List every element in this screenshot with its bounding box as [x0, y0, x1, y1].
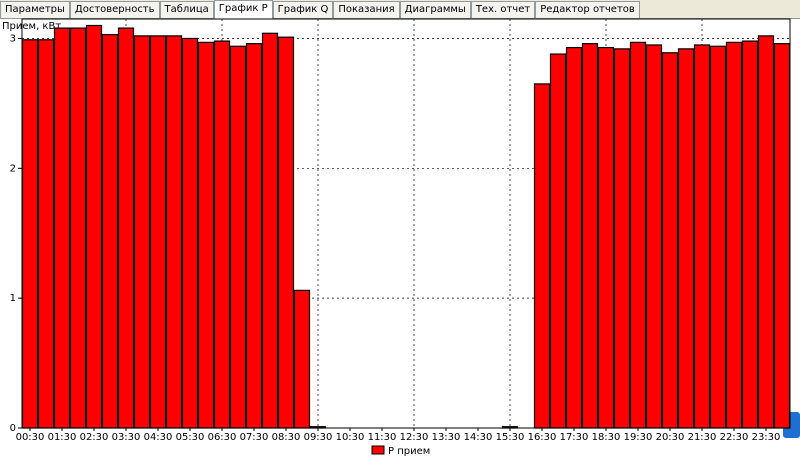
x-tick-label: 10:30 [336, 432, 365, 443]
x-tick-label: 04:30 [144, 432, 173, 443]
bar [581, 43, 599, 429]
plot-frame [21, 18, 791, 429]
x-tick-label: 00:30 [16, 432, 45, 443]
bar [293, 289, 311, 429]
bar [709, 45, 727, 429]
bar [149, 35, 167, 429]
bar [757, 35, 775, 429]
x-tick-label: 13:30 [432, 432, 461, 443]
bar [533, 83, 551, 429]
bar [565, 46, 583, 429]
bar [245, 43, 263, 429]
bar [725, 41, 743, 429]
tab[interactable]: Достоверность [69, 1, 160, 18]
bar [277, 36, 295, 429]
x-tick-label: 12:30 [400, 432, 429, 443]
bar [213, 40, 231, 429]
x-tick-label: 05:30 [176, 432, 205, 443]
tab[interactable]: График Q [272, 1, 334, 18]
x-tick-label: 17:30 [560, 432, 589, 443]
bar [117, 27, 135, 429]
y-axis-label: Прием, кВт [2, 21, 61, 32]
bar [133, 35, 151, 429]
legend-swatch [371, 445, 385, 455]
bar [741, 40, 759, 429]
bar [645, 44, 663, 429]
tab[interactable]: Редактор отчетов [535, 1, 640, 18]
tab[interactable]: Показания [333, 1, 400, 18]
x-tick-label: 02:30 [80, 432, 109, 443]
x-tick-label: 19:30 [624, 432, 653, 443]
x-tick-label: 08:30 [272, 432, 301, 443]
x-tick-label: 22:30 [720, 432, 749, 443]
x-tick-label: 07:30 [240, 432, 269, 443]
x-tick-label: 11:30 [368, 432, 397, 443]
bar [197, 41, 215, 429]
bar [101, 33, 119, 429]
x-tick-label: 09:30 [304, 432, 333, 443]
bar [613, 48, 631, 429]
bar [629, 41, 647, 429]
tab[interactable]: Тех. отчет [470, 1, 536, 18]
x-tick-label: 21:30 [688, 432, 717, 443]
x-tick-label: 20:30 [656, 432, 685, 443]
bar [661, 52, 679, 429]
y-tick-label: 1 [10, 293, 16, 304]
bar [37, 39, 55, 429]
bar [773, 43, 791, 429]
bar [181, 37, 199, 429]
y-tick-label: 3 [10, 33, 16, 44]
tab[interactable]: Диаграммы [399, 1, 471, 18]
x-tick-label: 14:30 [464, 432, 493, 443]
bar [549, 53, 567, 429]
tab-bar: Параметры Достоверность Таблица График P Гра… [0, 0, 800, 19]
legend-label: P прием [388, 446, 430, 457]
tab[interactable]: Параметры [0, 1, 70, 18]
bar [53, 27, 71, 429]
bar [677, 48, 695, 429]
x-tick-label: 01:30 [48, 432, 77, 443]
bar [21, 39, 39, 429]
x-tick-label: 06:30 [208, 432, 237, 443]
tab[interactable]: Таблица [159, 1, 214, 18]
x-tick-label: 18:30 [592, 432, 621, 443]
bar [85, 24, 103, 429]
y-tick-label: 0 [10, 423, 16, 434]
x-tick-label: 03:30 [112, 432, 141, 443]
bar [597, 46, 615, 429]
x-tick-label: 23:30 [752, 432, 781, 443]
bar [229, 45, 247, 429]
x-tick-label: 16:30 [528, 432, 557, 443]
x-tick-label: 15:30 [496, 432, 525, 443]
bar [165, 35, 183, 429]
bar [693, 44, 711, 429]
tab[interactable]: График P [213, 0, 273, 19]
bar [69, 27, 87, 429]
bar [261, 32, 279, 429]
y-tick-label: 2 [10, 163, 16, 174]
